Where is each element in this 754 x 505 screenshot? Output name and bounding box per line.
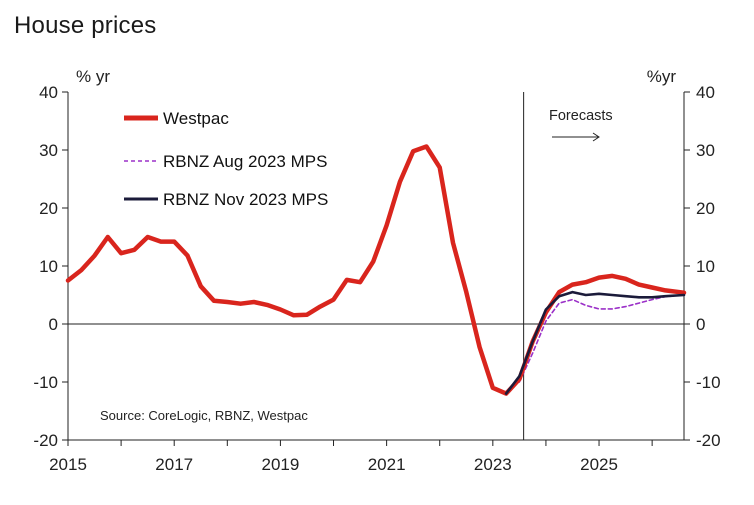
x-tick-label: 2019 <box>261 455 299 474</box>
y-tick-label-left: 30 <box>39 141 58 160</box>
x-tick-label: 2021 <box>368 455 406 474</box>
y-tick-label-left: -10 <box>33 373 58 392</box>
series-line-rbnz-aug-2023-mps <box>518 294 685 383</box>
y-tick-label-right: 20 <box>696 199 715 218</box>
x-tick-label: 2015 <box>49 455 87 474</box>
y-axis-label-left: % yr <box>76 67 110 86</box>
legend-label-westpac: Westpac <box>163 109 229 128</box>
y-tick-label-left: 0 <box>49 315 58 334</box>
y-tick-label-left: 20 <box>39 199 58 218</box>
y-tick-label-left: 40 <box>39 83 58 102</box>
y-tick-label-right: -20 <box>696 431 721 450</box>
legend-label-rbnz-nov: RBNZ Nov 2023 MPS <box>163 190 328 209</box>
y-tick-label-right: 0 <box>696 315 705 334</box>
y-tick-label-right: 30 <box>696 141 715 160</box>
series-line-westpac <box>65 144 687 396</box>
forecast-arrow-icon <box>552 132 600 142</box>
legend-label-rbnz-aug: RBNZ Aug 2023 MPS <box>163 152 327 171</box>
y-tick-label-right: 10 <box>696 257 715 276</box>
chart-title: House prices <box>14 12 157 39</box>
y-tick-label-left: -20 <box>33 431 58 450</box>
forecast-label: Forecasts <box>549 108 613 124</box>
x-tick-label: 2017 <box>155 455 193 474</box>
legend: Westpac RBNZ Aug 2023 MPS RBNZ Nov 2023 … <box>124 109 328 209</box>
x-tick-label: 2025 <box>580 455 618 474</box>
y-tick-label-right: 40 <box>696 83 715 102</box>
y-tick-label-right: -10 <box>696 373 721 392</box>
x-tick-label: 2023 <box>474 455 512 474</box>
y-tick-label-left: 10 <box>39 257 58 276</box>
source-note: Source: CoreLogic, RBNZ, Westpac <box>100 408 308 423</box>
y-axis-label-right: %yr <box>647 67 677 86</box>
series-line-rbnz-nov-2023-mps <box>504 290 686 395</box>
